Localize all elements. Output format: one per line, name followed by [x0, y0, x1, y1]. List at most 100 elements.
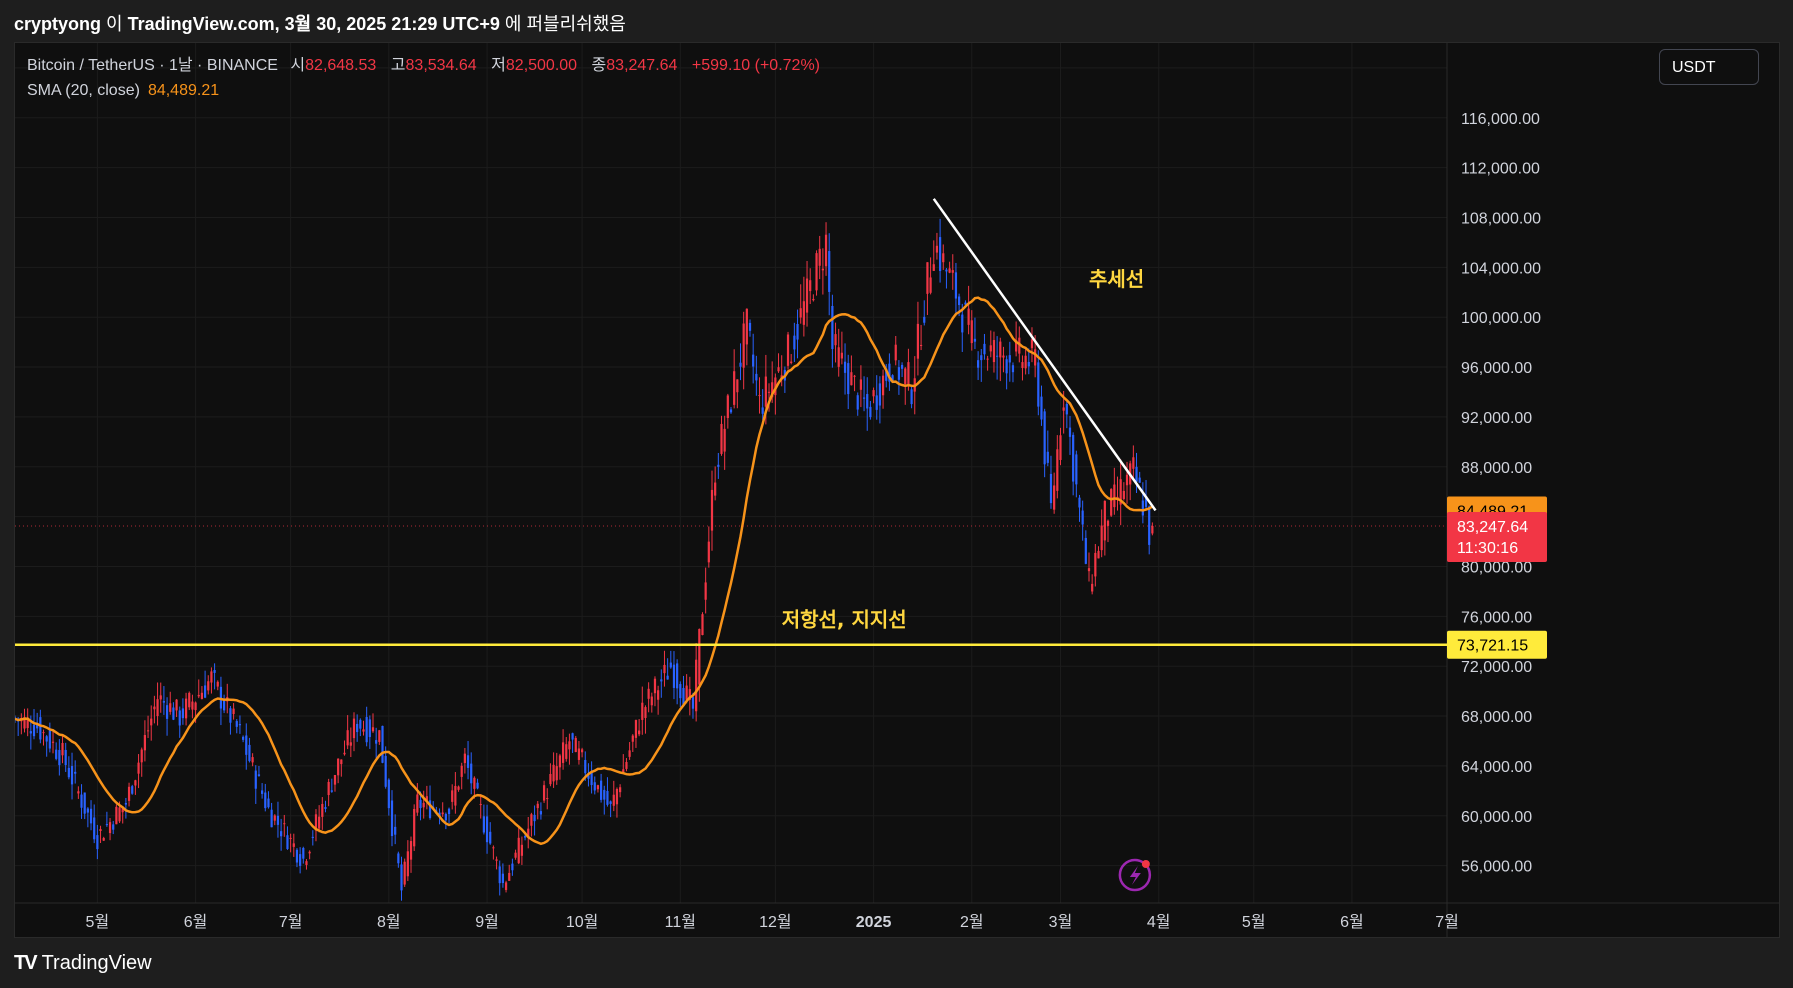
- candle-body: [470, 763, 473, 784]
- candle-body: [619, 787, 622, 793]
- candle-body: [1084, 537, 1087, 564]
- candle-body: [48, 730, 51, 749]
- candle-body: [80, 794, 83, 808]
- sma-line: [15, 296, 1154, 846]
- candle-body: [539, 811, 543, 815]
- candle-body: [660, 679, 663, 682]
- candle-body: [1125, 474, 1129, 486]
- candle-body: [1132, 457, 1135, 469]
- candle-body: [878, 383, 882, 406]
- candle-body: [406, 851, 409, 877]
- candle-body: [479, 804, 482, 806]
- candle-body: [156, 699, 159, 717]
- candle-body: [340, 759, 343, 765]
- candle-body: [308, 851, 311, 854]
- candle-body: [213, 669, 216, 673]
- high-value: 83,534.64: [405, 57, 477, 74]
- candle-body: [1075, 454, 1078, 485]
- candle-body: [235, 721, 238, 727]
- candle-body: [558, 755, 562, 768]
- candle-body: [23, 717, 26, 729]
- candle-body: [1068, 427, 1072, 437]
- candle-body: [748, 322, 752, 331]
- candle-body: [603, 789, 606, 800]
- candle-body: [704, 582, 707, 600]
- candle-body: [55, 749, 58, 759]
- currency-button[interactable]: USDT: [1659, 49, 1759, 85]
- candle-body: [688, 689, 691, 700]
- candle-body: [1103, 500, 1106, 541]
- candle-body: [368, 719, 371, 738]
- candle-body: [1005, 359, 1008, 374]
- candle-body: [422, 802, 425, 808]
- candle-body: [935, 245, 939, 253]
- candle-body: [866, 394, 869, 409]
- candle-body: [964, 302, 967, 305]
- candle-body: [723, 428, 726, 452]
- sma-legend-row[interactable]: SMA (20, close) 84,489.21: [27, 78, 820, 103]
- candle-body: [672, 664, 676, 688]
- hline-price-tag-text: 73,721.15: [1457, 638, 1528, 655]
- tradingview-brand[interactable]: TV TradingView: [14, 948, 152, 978]
- candle-body: [945, 269, 948, 272]
- sma-label[interactable]: SMA (20, close): [27, 82, 140, 99]
- candle-body: [799, 308, 802, 318]
- candle-body: [302, 847, 305, 859]
- last-price-tag-bg: [1447, 512, 1547, 563]
- candle-body: [508, 872, 511, 881]
- candle-body: [51, 741, 55, 743]
- time-tick-label: 7월: [1435, 913, 1459, 931]
- candle-body: [216, 681, 219, 687]
- candle-body: [390, 800, 394, 837]
- candle-body: [666, 675, 669, 680]
- candle-body: [74, 771, 77, 774]
- price-tick-label: 80,000.00: [1461, 559, 1532, 576]
- candle-body: [121, 807, 124, 813]
- candle-body: [989, 345, 992, 352]
- candle-body: [485, 816, 489, 843]
- ohlc-legend-row[interactable]: Bitcoin / TetherUS · 1날 · BINANCE 시82,64…: [27, 53, 820, 78]
- price-tick-label: 96,000.00: [1461, 360, 1532, 377]
- candle-body: [311, 836, 314, 839]
- candle-body: [124, 803, 127, 805]
- candle-body: [853, 375, 856, 377]
- candle-body: [42, 732, 45, 734]
- time-tick-label: 3월: [1049, 913, 1073, 931]
- candle-body: [698, 629, 701, 685]
- candle-body: [454, 785, 457, 806]
- candle-body: [1059, 435, 1062, 460]
- candle-body: [397, 853, 400, 864]
- candle-body: [885, 368, 888, 381]
- candle-body: [153, 706, 156, 710]
- chart-panel[interactable]: 추세선 저항선, 지지선 56,000.00 60,000.00 64,000.00 68…: [14, 42, 1780, 938]
- candle-body: [191, 701, 194, 710]
- candle-body: [337, 758, 340, 776]
- candle-body: [536, 803, 539, 809]
- candle-body: [1049, 473, 1053, 504]
- time-tick-label: 5월: [86, 913, 110, 931]
- candle-body: [609, 801, 612, 804]
- candle-body: [261, 790, 264, 794]
- candle-body: [381, 725, 384, 763]
- candle-body: [622, 769, 625, 773]
- candle-body: [552, 764, 555, 782]
- candle-body: [596, 785, 600, 790]
- candle-body: [86, 808, 89, 813]
- candle-body: [720, 423, 723, 454]
- candle-body: [647, 688, 650, 699]
- candle-body: [365, 717, 368, 743]
- candle-body: [523, 836, 527, 838]
- candle-body: [131, 786, 134, 794]
- candle-body: [888, 363, 891, 382]
- open-value: 82,648.53: [305, 57, 377, 74]
- last-price-tag-text: 11:30:16: [1457, 540, 1518, 557]
- candle-body: [118, 807, 121, 822]
- candle-body: [232, 708, 235, 715]
- candle-body: [127, 786, 131, 801]
- candle-body: [416, 794, 419, 813]
- candle-body: [638, 730, 641, 735]
- candle-body: [565, 744, 568, 759]
- candle-body: [400, 864, 403, 891]
- symbol-title[interactable]: Bitcoin / TetherUS · 1날 · BINANCE: [27, 57, 278, 74]
